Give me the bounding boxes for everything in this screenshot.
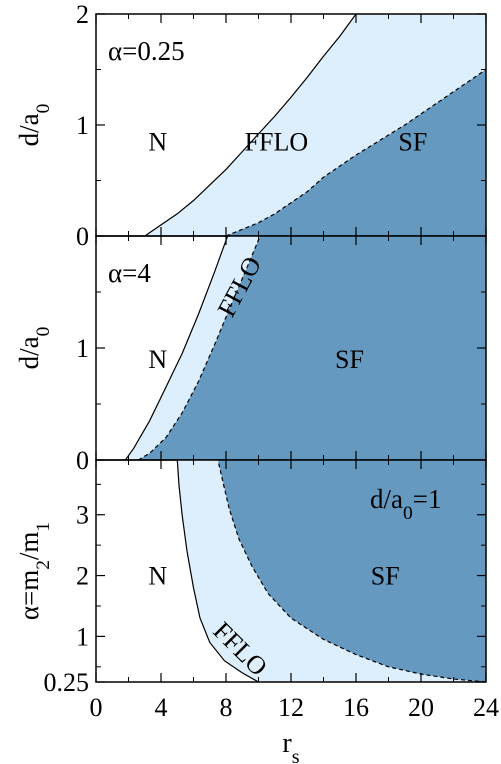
- x-tick-label: 12: [278, 693, 304, 722]
- sf-region: [138, 236, 486, 460]
- region-label-n: N: [148, 562, 167, 591]
- y-tick-label: 2: [76, 562, 89, 591]
- fflo-sf-boundary-line: [137, 236, 261, 460]
- region-label-n: N: [148, 128, 167, 157]
- region-label-sf: SF: [335, 345, 364, 374]
- y-axis-label: α=m2/m1: [14, 522, 54, 620]
- panel-annotation: α=0.25: [108, 36, 185, 66]
- region-label-fflo: FFLO: [245, 128, 309, 157]
- n-fflo-boundary-line: [176, 460, 259, 682]
- y-tick-label: 1: [76, 622, 89, 651]
- fflo-sf-boundary-line: [225, 69, 486, 236]
- sf-region: [217, 460, 486, 682]
- y-tick-label: 0: [76, 446, 89, 475]
- region-label-sf: SF: [398, 128, 427, 157]
- panel-annotation: α=4: [108, 258, 151, 288]
- sf-region: [226, 14, 486, 236]
- x-axis-label: rs: [282, 728, 299, 764]
- panel-1: 0 1 2 N FFLO SF α=0.25 d/a0: [14, 0, 487, 251]
- x-tick-label: 20: [408, 693, 434, 722]
- y-tick-label: 3: [76, 501, 89, 530]
- region-label-sf: SF: [371, 562, 400, 591]
- x-tick-label: 16: [343, 693, 369, 722]
- x-tick-label: 4: [155, 693, 168, 722]
- y-tick-label: 0.25: [44, 668, 90, 697]
- n-fflo-boundary-line: [124, 236, 229, 460]
- x-tick-label: 8: [220, 693, 233, 722]
- y-tick-label: 1: [76, 111, 89, 140]
- y-tick-label: 0: [76, 222, 89, 251]
- y-axis-label: d/a0: [14, 104, 54, 147]
- x-tick-label: 0: [90, 693, 103, 722]
- panel-annotation: d/a0=1: [370, 484, 441, 524]
- y-axis-label: d/a0: [14, 327, 54, 370]
- y-tick-label: 2: [76, 0, 89, 29]
- x-tick-label: 24: [473, 693, 499, 722]
- region-label-n: N: [148, 345, 167, 374]
- n-fflo-boundary-line: [144, 14, 357, 236]
- y-tick-label: 1: [76, 334, 89, 363]
